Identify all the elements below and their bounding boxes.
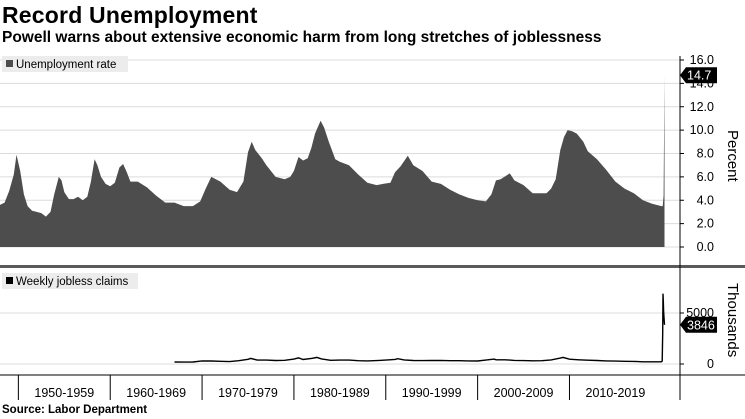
y-tick-label: 5000 [686, 306, 714, 320]
y-axis-label: Percent [724, 130, 741, 183]
y-tick-label: 8.0 [697, 147, 714, 161]
y-tick-label: 0.0 [697, 240, 714, 254]
last-value-callout [680, 316, 717, 333]
x-tick-label: 2000-2009 [494, 386, 554, 400]
chart-subtitle: Powell warns about extensive economic ha… [2, 29, 602, 46]
x-tick-label: 1980-1989 [310, 386, 370, 400]
x-tick-label: 1960-1969 [126, 386, 186, 400]
unemployment-panel: Unemployment rate [0, 56, 680, 248]
y-tick-label: 10.0 [690, 123, 714, 137]
jobless-claims-panel: Weekly jobless claims [0, 273, 680, 365]
legend-label: Weekly jobless claims [16, 276, 129, 288]
legend-box [2, 273, 138, 289]
weekly-jobless-claims-line [174, 293, 666, 363]
x-tick-label: 1990-1999 [402, 386, 462, 400]
last-value-label: 14.7 [687, 69, 711, 83]
chart-title: Record Unemployment [2, 2, 258, 28]
y-tick-label: 4.0 [697, 193, 714, 207]
y-tick-label: 16.0 [690, 53, 714, 67]
y-tick-label: 2.0 [697, 217, 714, 231]
last-value-callout [680, 67, 717, 84]
y-axis-label: Thousands [724, 283, 741, 357]
x-tick-label: 1950-1959 [34, 386, 94, 400]
legend-swatch [6, 60, 13, 67]
legend-label: Unemployment rate [16, 59, 116, 71]
legend-box [2, 56, 128, 72]
x-tick-label: 1970-1979 [218, 386, 278, 400]
y-tick-label: 6.0 [697, 170, 714, 184]
source-note: Source: Labor Department [2, 404, 148, 416]
last-value-label: 3846 [687, 318, 715, 332]
panel-separator [0, 265, 745, 268]
legend-swatch [6, 277, 13, 284]
x-tick-label: 2010-2019 [586, 386, 646, 400]
y-tick-label: 0 [707, 357, 714, 371]
y-tick-label: 12.0 [690, 100, 714, 114]
axes: 0.02.04.06.08.010.012.014.016.0Percent14… [0, 53, 745, 400]
unemployment-rate-area [0, 75, 665, 247]
